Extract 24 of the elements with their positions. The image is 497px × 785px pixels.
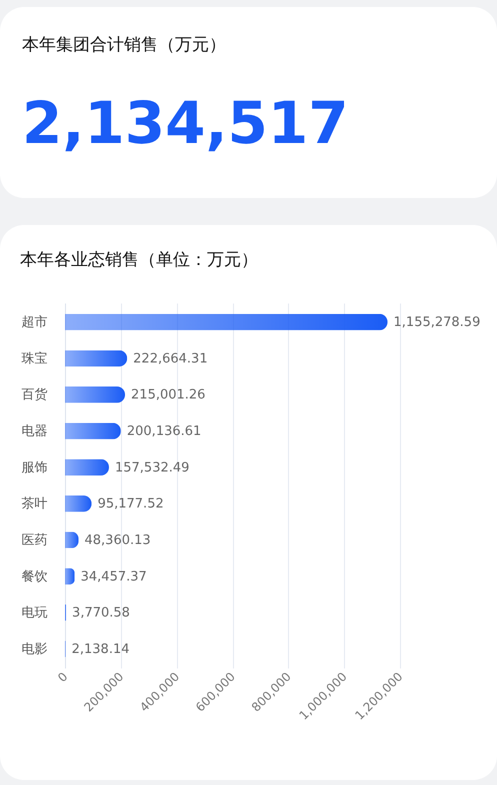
data-label: 2,138.14 — [72, 642, 130, 657]
data-label: 1,155,278.59 — [394, 315, 480, 330]
y-tick-label: 百货 — [22, 388, 48, 403]
data-label: 200,136.61 — [126, 424, 202, 440]
y-tick-label: 茶叶 — [22, 496, 48, 512]
data-label: 95,177.52 — [98, 496, 164, 512]
y-tick-label: 服饰 — [22, 460, 48, 476]
text: 本年集团合计销售（万元） — [22, 34, 226, 56]
y-tick-label: 餐饮 — [22, 569, 48, 584]
y-tick-label: 超市 — [22, 315, 48, 330]
y-tick-label: 电器 — [22, 424, 48, 440]
chart-title: 本年各业态销售（单位：万元） — [20, 250, 258, 270]
y-tick-label: 电影 — [22, 642, 48, 657]
data-label: 3,770.58 — [72, 606, 130, 621]
text: 2,134,517 — [22, 89, 349, 157]
data-label: 222,664.31 — [133, 351, 208, 366]
data-label: 215,001.26 — [131, 388, 206, 403]
data-label: 157,532.49 — [114, 460, 190, 476]
data-label: 34,457.37 — [80, 569, 147, 584]
y-tick-label: 医药 — [22, 532, 48, 548]
x-tick-label: 0 — [55, 670, 70, 685]
data-label: 48,360.13 — [84, 532, 151, 548]
y-tick-label: 珠宝 — [22, 350, 48, 366]
y-tick-label: 电玩 — [22, 606, 48, 621]
